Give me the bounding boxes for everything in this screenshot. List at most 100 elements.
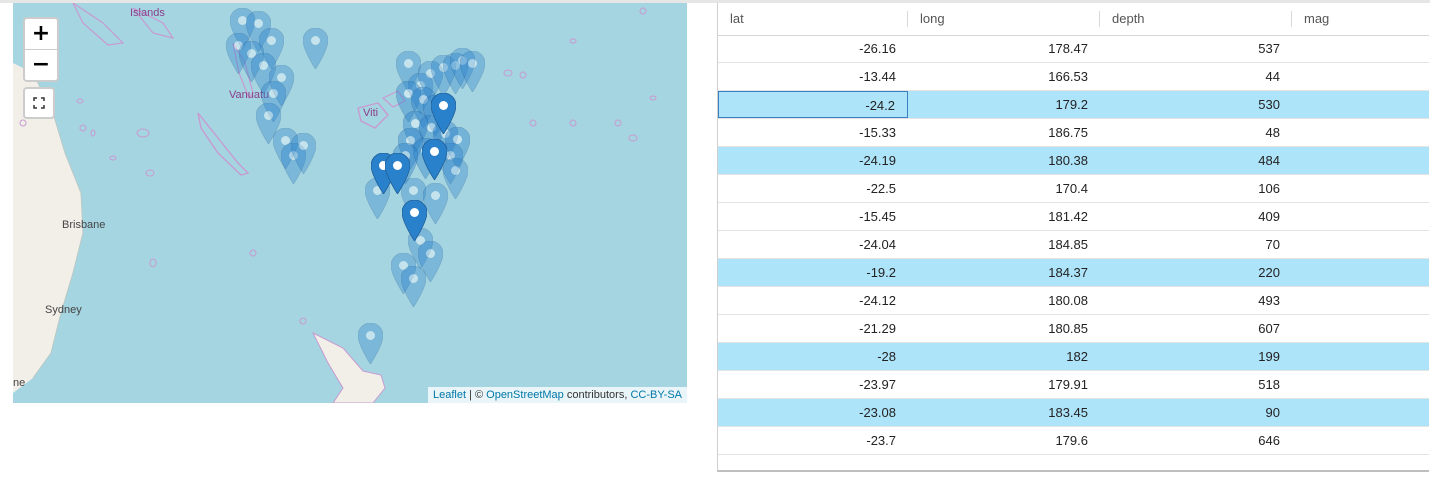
- zoom-in-button[interactable]: +: [31, 21, 51, 46]
- map-marker-icon[interactable]: [398, 128, 423, 169]
- cell-lat[interactable]: -15.45: [859, 209, 896, 224]
- map-marker-icon[interactable]: [460, 51, 485, 92]
- table-row[interactable]: -15.33 186.75 48: [718, 119, 1429, 147]
- cell-depth[interactable]: 48: [1265, 125, 1280, 140]
- cell-long[interactable]: 180.85: [1048, 321, 1088, 336]
- table-row[interactable]: -26.16 178.47 537: [718, 35, 1429, 63]
- map-marker-icon[interactable]: [246, 11, 271, 52]
- cell-lat[interactable]: -23.08: [859, 405, 896, 420]
- zoom-out-button[interactable]: −: [31, 52, 51, 77]
- map-marker-icon[interactable]: [281, 143, 306, 184]
- cell-long[interactable]: 170.4: [1055, 181, 1088, 196]
- map-marker-icon[interactable]: [385, 153, 410, 194]
- cell-long[interactable]: 182: [1066, 349, 1088, 364]
- cell-lat[interactable]: -15.33: [859, 125, 896, 140]
- map-marker-icon[interactable]: [408, 73, 433, 114]
- column-header-lat[interactable]: lat: [730, 11, 744, 26]
- map-marker-icon[interactable]: [259, 28, 284, 69]
- map-marker-icon[interactable]: [423, 183, 448, 224]
- cell-lat[interactable]: -24.19: [859, 153, 896, 168]
- map-marker-icon[interactable]: [230, 8, 255, 49]
- table-row[interactable]: -15.45 181.42 409: [718, 203, 1429, 231]
- cell-long[interactable]: 179.2: [1055, 97, 1088, 112]
- table-row[interactable]: -24.04 184.85 70: [718, 231, 1429, 259]
- cell-long[interactable]: 178.47: [1048, 41, 1088, 56]
- map-marker-icon[interactable]: [261, 81, 286, 122]
- map-marker-icon[interactable]: [396, 51, 421, 92]
- map-marker-icon[interactable]: [358, 323, 383, 364]
- cell-long[interactable]: 184.85: [1048, 237, 1088, 252]
- cell-depth[interactable]: 44: [1265, 69, 1280, 84]
- leaflet-link[interactable]: Leaflet: [432, 389, 466, 401]
- map-marker-icon[interactable]: [403, 111, 428, 152]
- map-marker-icon[interactable]: [431, 55, 456, 96]
- column-header-mag[interactable]: mag: [1304, 11, 1330, 26]
- cell-lat[interactable]: -23.7: [866, 433, 896, 448]
- cell-long[interactable]: 166.53: [1048, 69, 1088, 84]
- cell-lat[interactable]: -28: [877, 349, 896, 364]
- cell-long[interactable]: 183.45: [1048, 405, 1088, 420]
- cell-depth[interactable]: 530: [1258, 97, 1280, 112]
- map-marker-icon[interactable]: [256, 103, 281, 144]
- osm-link[interactable]: OpenStreetMap: [486, 389, 564, 401]
- map-marker-icon[interactable]: [433, 121, 458, 162]
- column-header-depth[interactable]: depth: [1112, 11, 1145, 26]
- table-row[interactable]: -13.44 166.53 44: [718, 63, 1429, 91]
- cell-lat[interactable]: -19.2: [866, 265, 896, 280]
- cell-lat[interactable]: -24.12: [859, 293, 896, 308]
- table-row[interactable]: -19.2 184.37 220: [718, 259, 1429, 287]
- map-marker-icon[interactable]: [239, 41, 264, 82]
- cell-lat[interactable]: -21.29: [859, 321, 896, 336]
- table-row[interactable]: -24.2 179.2 530: [718, 91, 1429, 119]
- map-marker-icon[interactable]: [422, 139, 447, 180]
- data-table[interactable]: lat long depth mag -26.16 178.47 537 -13.44…: [717, 3, 1429, 472]
- cell-lat[interactable]: -13.44: [859, 69, 896, 84]
- map-marker-icon[interactable]: [431, 93, 456, 134]
- cell-long[interactable]: 179.91: [1048, 377, 1088, 392]
- map-marker-icon[interactable]: [396, 81, 421, 122]
- cell-depth[interactable]: 199: [1258, 349, 1280, 364]
- cell-depth[interactable]: 607: [1258, 321, 1280, 336]
- map-marker-icon[interactable]: [411, 87, 436, 128]
- cell-long[interactable]: 179.6: [1055, 433, 1088, 448]
- cell-depth[interactable]: 646: [1258, 433, 1280, 448]
- table-row[interactable]: -24.19 180.38 484: [718, 147, 1429, 175]
- map-marker-icon[interactable]: [391, 253, 416, 294]
- map-marker-icon[interactable]: [303, 28, 328, 69]
- map-marker-icon[interactable]: [273, 128, 298, 169]
- map-marker-icon[interactable]: [251, 53, 276, 94]
- cell-depth[interactable]: 106: [1258, 181, 1280, 196]
- cell-long[interactable]: 180.38: [1048, 153, 1088, 168]
- map-marker-icon[interactable]: [291, 133, 316, 174]
- map-marker-icon[interactable]: [450, 48, 475, 89]
- license-link[interactable]: CC-BY-SA: [630, 389, 682, 401]
- cell-lat[interactable]: -23.97: [859, 377, 896, 392]
- cell-long[interactable]: 181.42: [1048, 209, 1088, 224]
- table-row[interactable]: -23.97 179.91 518: [718, 371, 1429, 399]
- cell-long[interactable]: 186.75: [1048, 125, 1088, 140]
- cell-lat[interactable]: -26.16: [859, 41, 896, 56]
- cell-lat[interactable]: -22.5: [866, 181, 896, 196]
- map-marker-icon[interactable]: [443, 53, 468, 94]
- table-row[interactable]: -22.5 170.4 106: [718, 175, 1429, 203]
- cell-depth[interactable]: 493: [1258, 293, 1280, 308]
- map-marker-icon[interactable]: [402, 200, 427, 241]
- table-row[interactable]: -23.08 183.45 90: [718, 399, 1429, 427]
- table-row[interactable]: -23.7 179.6 646: [718, 427, 1429, 455]
- map-marker-icon[interactable]: [418, 241, 443, 282]
- cell-long[interactable]: 180.08: [1048, 293, 1088, 308]
- cell-lat[interactable]: -24.2: [718, 91, 908, 118]
- map-tiles[interactable]: [13, 3, 687, 403]
- table-row[interactable]: -21.29 180.85 607: [718, 315, 1429, 343]
- cell-depth[interactable]: 484: [1258, 153, 1280, 168]
- map-marker-icon[interactable]: [445, 127, 470, 168]
- map-marker-icon[interactable]: [401, 266, 426, 307]
- map-marker-icon[interactable]: [269, 65, 294, 106]
- cell-depth[interactable]: 90: [1265, 405, 1280, 420]
- map-marker-icon[interactable]: [443, 158, 468, 199]
- cell-depth[interactable]: 537: [1258, 41, 1280, 56]
- cell-depth[interactable]: 409: [1258, 209, 1280, 224]
- cell-long[interactable]: 184.37: [1048, 265, 1088, 280]
- cell-depth[interactable]: 220: [1258, 265, 1280, 280]
- map-marker-icon[interactable]: [418, 61, 443, 102]
